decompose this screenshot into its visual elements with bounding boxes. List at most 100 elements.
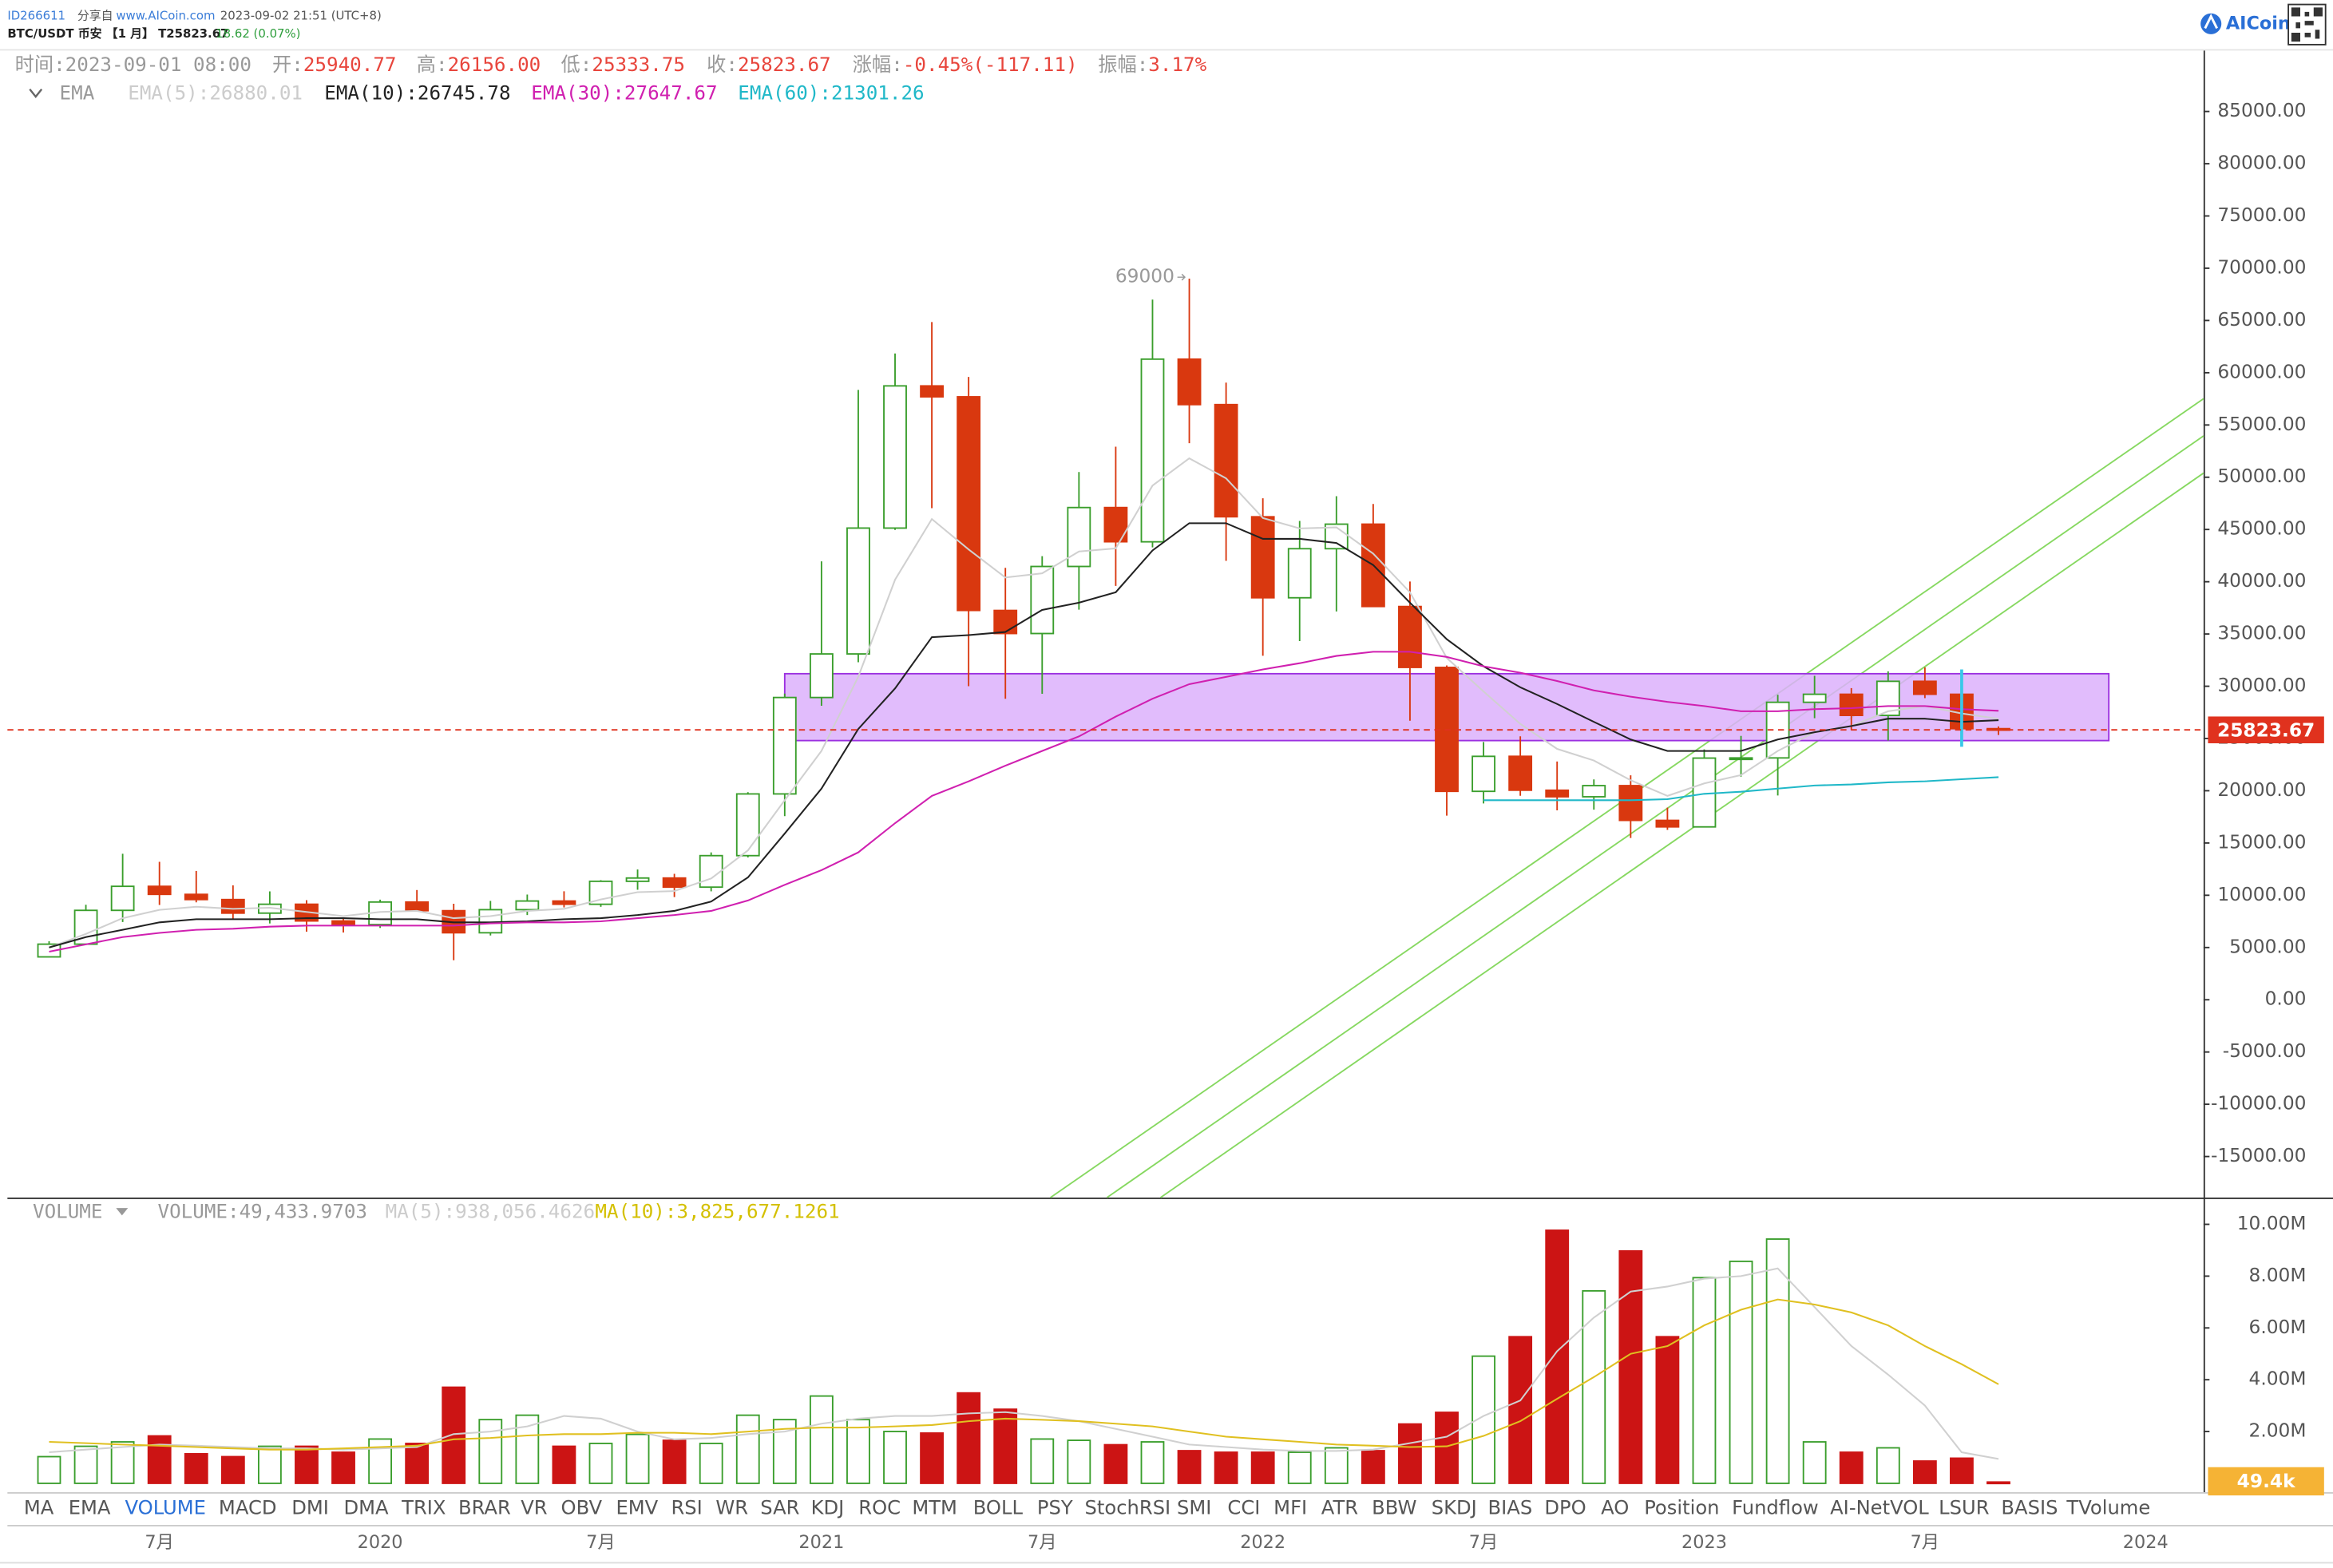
y-tick-label: 45000.00 <box>2217 518 2306 540</box>
candle-body <box>1912 680 1937 695</box>
indicator-tab[interactable]: StochRSI <box>1085 1496 1171 1519</box>
overlay-line <box>49 522 1999 948</box>
indicator-tab[interactable]: EMA <box>69 1496 111 1519</box>
volume-bar <box>1177 1450 1202 1484</box>
indicator-tab[interactable]: LSUR <box>1939 1496 1990 1519</box>
candle-body <box>735 793 760 857</box>
volume-bar <box>442 1386 466 1484</box>
indicator-tab[interactable]: EMV <box>616 1496 658 1519</box>
indicator-tab[interactable]: OBV <box>561 1496 603 1519</box>
volume-bar <box>1287 1451 1312 1484</box>
volume-bar <box>110 1441 135 1484</box>
candle-body <box>1729 757 1753 761</box>
indicator-tab[interactable]: ROC <box>858 1496 901 1519</box>
y-tick-label: 30000.00 <box>2217 675 2306 696</box>
volume-bar <box>662 1439 687 1484</box>
indicator-tab[interactable]: BBW <box>1372 1496 1416 1519</box>
indicator-tab[interactable]: TRIX <box>401 1496 446 1519</box>
indicator-tab[interactable]: SKDJ <box>1432 1496 1477 1519</box>
candle-body <box>37 943 61 958</box>
volume-bar <box>735 1414 760 1484</box>
volume-bar <box>552 1445 576 1484</box>
indicator-tab[interactable]: DMA <box>343 1496 389 1519</box>
info-value: 3.17% <box>1148 53 1206 76</box>
volume-bar <box>1140 1441 1165 1484</box>
indicator-tab[interactable]: BRAR <box>458 1496 511 1519</box>
indicator-tab[interactable]: VOLUME <box>125 1496 206 1519</box>
info-label: 时间: <box>15 53 65 76</box>
indicator-tab[interactable]: TVolume <box>2066 1496 2150 1519</box>
indicator-tab[interactable]: KDJ <box>811 1496 845 1519</box>
volume-bar <box>1398 1423 1422 1484</box>
indicator-tab[interactable]: SMI <box>1177 1496 1211 1519</box>
candle-body <box>1214 403 1238 518</box>
volume-bar <box>1986 1481 2010 1485</box>
volume-bar <box>1324 1447 1349 1484</box>
candle-body <box>1508 755 1533 791</box>
candle-body <box>515 900 540 911</box>
dropdown-arrow[interactable] <box>116 1208 129 1216</box>
indicator-tab[interactable]: VR <box>521 1496 548 1519</box>
volume-bar <box>588 1443 613 1484</box>
volume-bar <box>1067 1439 1091 1484</box>
volume-bar <box>1582 1289 1606 1484</box>
y-tick-label: 85000.00 <box>2217 100 2306 121</box>
indicator-tab[interactable]: MFI <box>1273 1496 1307 1519</box>
channel-line <box>1160 472 2204 1198</box>
indicator-tab[interactable]: PSY <box>1037 1496 1073 1519</box>
volume-bar <box>1618 1249 1643 1484</box>
volume-bar <box>846 1419 870 1484</box>
indicator-tab[interactable]: ATR <box>1321 1496 1358 1519</box>
indicator-tab[interactable]: SAR <box>760 1496 799 1519</box>
indicator-tab[interactable]: DMI <box>291 1496 329 1519</box>
indicator-tab[interactable]: MA <box>24 1496 54 1519</box>
candle-body <box>625 877 650 882</box>
info-label: 振幅: <box>1098 53 1148 76</box>
volume-bar <box>920 1432 944 1484</box>
ema-legend: EMA(60):21301.26 <box>738 81 924 104</box>
indicator-tab[interactable]: CCI <box>1227 1496 1260 1519</box>
collapse-chevron[interactable] <box>29 89 43 99</box>
indicator-tab[interactable]: DPO <box>1544 1496 1586 1519</box>
y-tick-label: 75000.00 <box>2217 204 2306 226</box>
indicator-tab[interactable]: BASIS <box>2001 1496 2058 1519</box>
indicator-tab[interactable]: BIAS <box>1488 1496 1533 1519</box>
y-tick-label: 20000.00 <box>2217 779 2306 801</box>
logo-glyph <box>2204 14 2218 30</box>
info-value: 26156.00 <box>448 53 541 76</box>
info-value: -0.45%(-117.11) <box>903 53 1078 76</box>
indicator-tab[interactable]: AI-NetVOL <box>1830 1496 1929 1519</box>
max-arrow <box>1177 273 1186 281</box>
indicator-tab[interactable]: MTM <box>912 1496 957 1519</box>
info-label: 低: <box>561 53 592 76</box>
info-item: 开:25940.77 <box>272 53 396 76</box>
ema-legend: EMA(30):27647.67 <box>531 81 717 104</box>
volume-bar <box>1912 1460 1937 1484</box>
volume-bar <box>1214 1451 1238 1484</box>
volume-bar <box>1655 1336 1680 1484</box>
candle-body <box>1177 358 1202 406</box>
indicator-tab[interactable]: RSI <box>671 1496 702 1519</box>
y-tick-label: 2.00M <box>2249 1420 2307 1442</box>
candle-body <box>331 920 355 925</box>
volume-bar <box>809 1395 834 1484</box>
info-value: 25333.75 <box>592 53 685 76</box>
indicator-tab[interactable]: Position <box>1644 1496 1719 1519</box>
info-label: 开: <box>272 53 303 76</box>
info-value: 2023-09-01 08:00 <box>65 53 252 76</box>
volume-bar <box>220 1455 245 1484</box>
x-tick-label: 7月 <box>1028 1532 1057 1553</box>
indicator-tab[interactable]: WR <box>715 1496 748 1519</box>
indicator-tab[interactable]: BOLL <box>973 1496 1024 1519</box>
indicator-tab[interactable]: MACD <box>219 1496 277 1519</box>
volume-bar <box>1950 1457 1974 1484</box>
site-link[interactable]: www.AICoin.com <box>116 8 215 22</box>
indicator-tab[interactable]: AO <box>1601 1496 1629 1519</box>
volume-bar <box>1692 1277 1717 1484</box>
indicator-tab[interactable]: Fundflow <box>1732 1496 1819 1519</box>
x-tick-label: 2021 <box>798 1532 844 1553</box>
y-tick-label: -15000.00 <box>2211 1145 2307 1166</box>
candle-body <box>809 653 834 699</box>
